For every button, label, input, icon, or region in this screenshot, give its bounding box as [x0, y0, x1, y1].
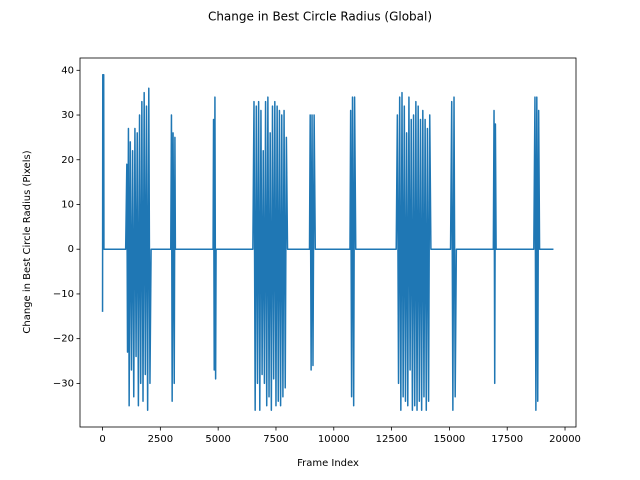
x-tick-label: 0 — [99, 434, 105, 445]
y-tick-label: 40 — [61, 65, 74, 76]
x-tick-label: 5000 — [205, 434, 230, 445]
x-tick-label: 2500 — [148, 434, 173, 445]
y-tick-label: −10 — [53, 289, 74, 300]
x-tick-label: 12500 — [376, 434, 408, 445]
y-tick-label: 30 — [61, 110, 74, 121]
y-tick-label: −20 — [53, 334, 74, 345]
chart-title: Change in Best Circle Radius (Global) — [208, 10, 432, 24]
x-tick-label: 7500 — [263, 434, 288, 445]
y-tick-label: 20 — [61, 155, 74, 166]
data-line — [101, 74, 554, 411]
x-tick-label: 10000 — [318, 434, 350, 445]
y-tick-label: −30 — [53, 378, 74, 389]
x-tick-label: 17500 — [491, 434, 523, 445]
y-tick-label: 0 — [68, 244, 74, 255]
plot-frame — [79, 57, 577, 428]
y-tick-label: 10 — [61, 199, 74, 210]
x-tick-label: 15000 — [433, 434, 465, 445]
x-axis-label: Frame Index — [297, 458, 359, 469]
y-axis-label: Change in Best Circle Radius (Pixels) — [22, 150, 33, 333]
x-tick-label: 20000 — [549, 434, 581, 445]
